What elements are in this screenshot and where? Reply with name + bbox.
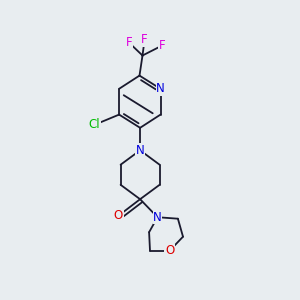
Text: F: F [159,39,165,52]
Text: F: F [141,33,148,46]
Text: N: N [136,144,145,157]
Text: O: O [165,244,174,257]
Text: Cl: Cl [89,118,100,131]
Text: O: O [114,209,123,222]
Text: N: N [156,82,165,95]
Text: N: N [153,211,162,224]
Text: F: F [126,36,132,49]
